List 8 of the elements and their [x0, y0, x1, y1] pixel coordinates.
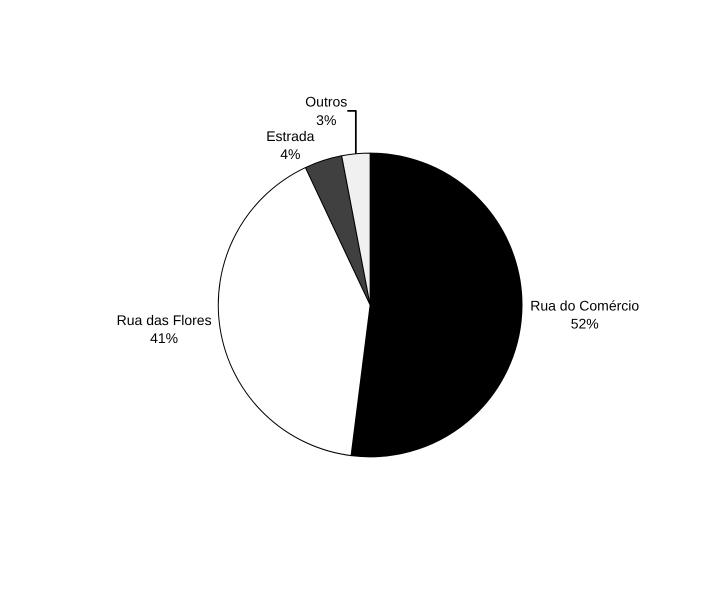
- data-label: 41%: [150, 330, 178, 346]
- data-label: 3%: [316, 112, 336, 128]
- slice-label: Rua das Flores: [116, 312, 212, 328]
- data-label: 4%: [280, 146, 300, 162]
- slice-label: Outros: [305, 94, 348, 110]
- slice-label: Rua do Comércio: [530, 297, 640, 314]
- slice-label: Estrada: [266, 128, 315, 144]
- data-label: 52%: [570, 316, 599, 332]
